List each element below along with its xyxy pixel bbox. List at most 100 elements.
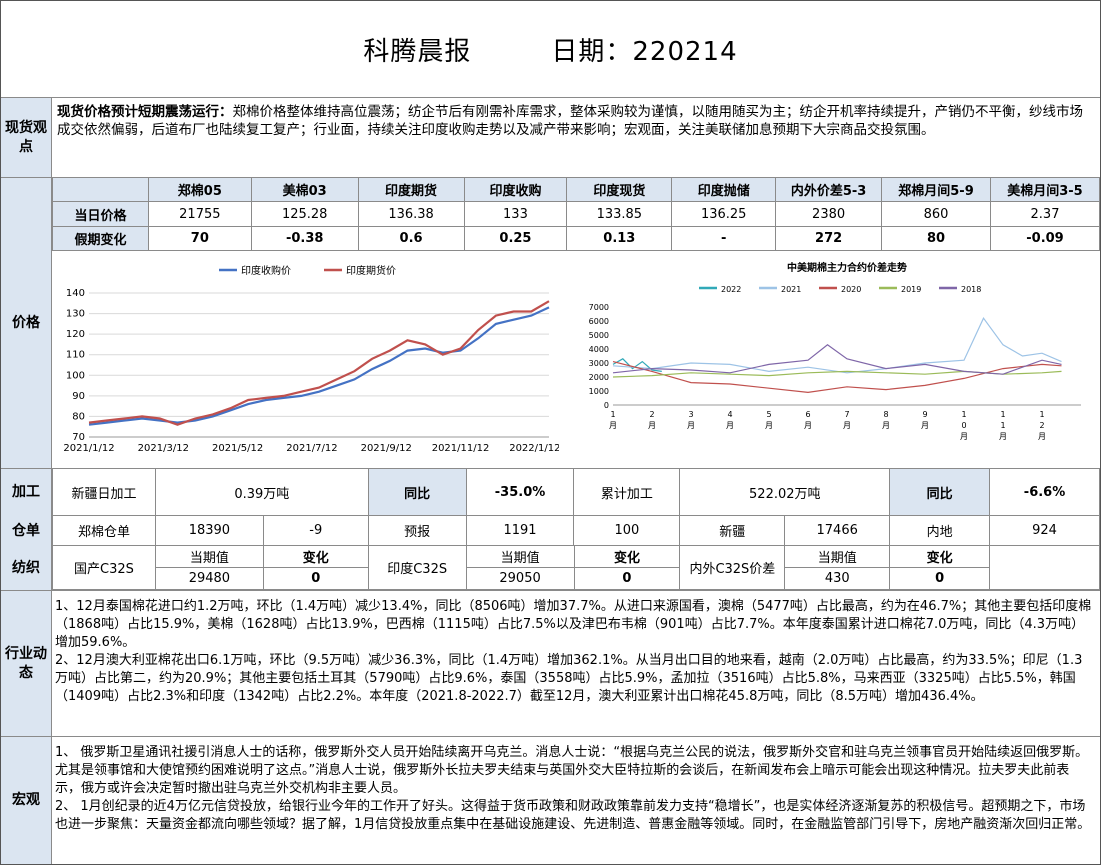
macro-text: 1、 俄罗斯卫星通讯社援引消息人士的话称，俄罗斯外交人员开始陆续离开乌克兰。消息… <box>55 744 1095 834</box>
change-cell: 80 <box>881 226 991 251</box>
c32s-spread-change: 0 <box>889 567 991 590</box>
y-tick-label: 0 <box>604 401 609 410</box>
forecast-label: 预报 <box>367 515 467 546</box>
series-line-印度收购价 <box>88 306 550 426</box>
y-tick-label: 90 <box>72 391 85 402</box>
x-tick-label: 月 <box>1038 432 1046 441</box>
inland-label: 内地 <box>889 515 991 546</box>
yoy2-label: 同比 <box>889 468 991 516</box>
zce-warrant-change: -9 <box>262 515 369 546</box>
x-tick-label: 1 <box>610 410 615 419</box>
x-tick-label: 月 <box>999 432 1007 441</box>
x-tick-label: 8 <box>883 410 888 419</box>
series-line-2019 <box>612 370 1062 378</box>
india-c32s-label: 印度C32S <box>367 545 467 590</box>
change-cell: 272 <box>775 226 883 251</box>
y-tick-label: 3000 <box>589 359 609 368</box>
price-header: 美棉月间3-5 <box>989 177 1101 202</box>
price-header: 印度收购 <box>463 177 568 202</box>
change-cell: -0.09 <box>989 226 1101 251</box>
textile-section-label: 纺织 <box>1 546 52 590</box>
cumulative-label: 累计加工 <box>573 468 681 516</box>
industry-text: 1、12月泰国棉花进口约1.2万吨，环比（1.4万吨）减少13.4%，同比（85… <box>55 598 1095 706</box>
y-tick-label: 2000 <box>589 373 609 382</box>
price-cell: 136.25 <box>671 201 777 227</box>
x-tick-label: 月 <box>804 421 812 430</box>
x-tick-label: 月 <box>921 421 929 430</box>
india-c32s-change: 0 <box>573 567 681 590</box>
chg-label: 变化 <box>262 545 369 568</box>
price-cell: 133 <box>463 201 568 227</box>
x-tick-label: 1 <box>1039 410 1044 419</box>
cur-label: 当期值 <box>465 545 575 568</box>
x-tick-label: 2021/11/12 <box>432 443 490 454</box>
y-tick-label: 7000 <box>589 303 609 312</box>
x-tick-label: 月 <box>960 432 968 441</box>
price-header: 郑棉月间5-9 <box>881 177 991 202</box>
zce-warrant-value: 18390 <box>154 515 264 546</box>
cur-label: 当期值 <box>154 545 264 568</box>
legend-label: 2021 <box>781 285 801 294</box>
xinjiang-daily-label: 新疆日加工 <box>52 468 156 516</box>
series-line-2022 <box>612 358 662 372</box>
warehouse-section-label: 仓单 <box>1 516 52 546</box>
x-tick-label: 月 <box>765 421 773 430</box>
row-label-holiday-change: 假期变化 <box>52 226 149 251</box>
x-tick-label: 3 <box>688 410 693 419</box>
x-tick-label: 月 <box>648 421 656 430</box>
report-date: 日期：220214 <box>551 36 738 67</box>
x-tick-label: 2021/7/12 <box>286 443 337 454</box>
x-tick-label: 5 <box>766 410 771 419</box>
x-tick-label: 月 <box>882 421 890 430</box>
domestic-c32s-change: 0 <box>262 567 369 590</box>
x-tick-label: 9 <box>922 410 927 419</box>
y-tick-label: 120 <box>66 329 85 340</box>
processing-section-label: 加工 <box>1 469 52 516</box>
macro-paragraph-1: 1、 俄罗斯卫星通讯社援引消息人士的话称，俄罗斯外交人员开始陆续离开乌克兰。消息… <box>55 745 1089 796</box>
price-header: 内外价差5-3 <box>775 177 883 202</box>
textile-table: 国产C32S 当期值 变化 印度C32S 当期值 变化 内外C32S价差 当期值… <box>52 545 1100 590</box>
y-tick-label: 100 <box>66 370 85 381</box>
industry-paragraph-1: 1、12月泰国棉花进口约1.2万吨，环比（1.4万吨）减少13.4%，同比（85… <box>55 599 1092 650</box>
price-cell: 2380 <box>775 201 883 227</box>
y-tick-label: 110 <box>66 350 85 361</box>
y-tick-label: 130 <box>66 309 85 320</box>
domestic-c32s-value: 29480 <box>154 567 264 590</box>
industry-section-label: 行业动态 <box>1 591 52 736</box>
price-cell: 136.38 <box>357 201 465 227</box>
warehouse-table: 郑棉仓单 18390 -9 预报 1191 100 新疆 17466 内地 92… <box>52 515 1100 546</box>
series-line-2021 <box>612 317 1062 374</box>
y-tick-label: 140 <box>66 288 85 299</box>
x-tick-label: 2022/1/12 <box>509 443 559 454</box>
y-tick-label: 6000 <box>589 317 609 326</box>
change-cell: 0.13 <box>566 226 673 251</box>
price-header: 郑棉05 <box>147 177 252 202</box>
price-cell: 2.37 <box>989 201 1101 227</box>
change-cell: 0.25 <box>463 226 568 251</box>
india-price-chart: 印度收购价 印度期货价 70 80 90 100 110 120 130 140 2021/1/12… <box>59 255 560 465</box>
legend-label: 2019 <box>901 285 921 294</box>
x-tick-label: 6 <box>805 410 810 419</box>
yoy-value: -35.0% <box>465 468 575 516</box>
change-cell: -0.38 <box>250 226 359 251</box>
legend-label: 2020 <box>841 285 861 294</box>
xinjiang-value: 17466 <box>784 515 891 546</box>
legend-label: 2022 <box>721 285 741 294</box>
y-tick-label: 4000 <box>589 345 609 354</box>
change-cell: - <box>671 226 777 251</box>
legend-label: 印度期货价 <box>346 264 396 277</box>
spot-section-label: 现货观点 <box>1 98 52 177</box>
y-tick-label: 1000 <box>589 387 609 396</box>
price-header: 印度抛储 <box>671 177 777 202</box>
change-cell: 70 <box>147 226 252 251</box>
y-tick-label: 70 <box>72 432 85 443</box>
x-tick-label: 2 <box>649 410 654 419</box>
y-tick-label: 80 <box>72 411 85 422</box>
price-header: 印度现货 <box>566 177 673 202</box>
price-cell: 860 <box>881 201 991 227</box>
processing-table: 新疆日加工 0.39万吨 同比 -35.0% 累计加工 522.02万吨 同比 … <box>52 468 1100 516</box>
chg-label: 变化 <box>573 545 681 568</box>
x-tick-label: 2021/1/12 <box>63 443 114 454</box>
